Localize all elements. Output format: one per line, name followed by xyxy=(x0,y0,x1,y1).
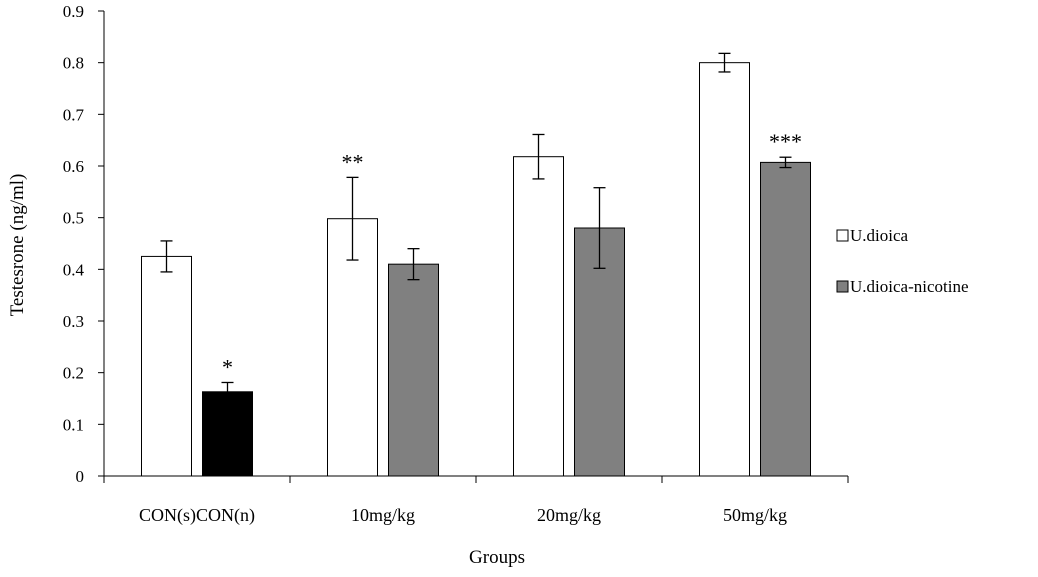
y-tick-label: 0 xyxy=(76,467,85,486)
y-tick-label: 0.2 xyxy=(63,364,84,383)
y-axis: 0 0.1 0.2 0.3 0.4 0.5 0.6 0.7 0.8 0.9 xyxy=(63,2,105,486)
x-category-label: 20mg/kg xyxy=(537,505,601,525)
error-bars xyxy=(160,52,792,402)
legend-label: U.dioica-nicotine xyxy=(850,277,969,296)
bar xyxy=(574,227,625,477)
significance-marker: * xyxy=(222,354,233,379)
bar xyxy=(699,62,750,477)
y-tick-label: 0.1 xyxy=(63,415,84,434)
legend-label: U.dioica xyxy=(850,226,909,245)
bar xyxy=(760,161,811,477)
y-tick-label: 0.3 xyxy=(63,312,84,331)
legend-swatch xyxy=(836,229,849,242)
bar xyxy=(388,263,439,477)
y-tick-label: 0.7 xyxy=(63,105,85,124)
y-tick-label: 0.9 xyxy=(63,2,84,21)
y-axis-label: Testesrone (ng/ml) xyxy=(7,174,28,317)
x-axis: CON(s)CON(n) 10mg/kg 20mg/kg 50mg/kg xyxy=(103,475,849,526)
y-tick-label: 0.6 xyxy=(63,157,84,176)
bar xyxy=(141,255,192,477)
bars xyxy=(141,62,811,477)
x-category-label: 10mg/kg xyxy=(351,505,415,525)
significance-markers: ****** xyxy=(222,129,802,379)
significance-marker: ** xyxy=(342,149,364,174)
x-axis-label: Groups xyxy=(469,547,525,568)
bar xyxy=(327,218,378,477)
legend: U.dioica U.dioica-nicotine xyxy=(836,226,969,296)
significance-marker: *** xyxy=(769,129,802,154)
y-tick-label: 0.5 xyxy=(63,209,84,228)
bar xyxy=(202,391,253,477)
legend-swatch xyxy=(836,280,849,293)
x-category-label: 50mg/kg xyxy=(723,505,787,525)
y-tick-label: 0.4 xyxy=(63,260,85,279)
bar xyxy=(513,156,564,477)
y-tick-label: 0.8 xyxy=(63,54,84,73)
x-category-label: CON(s)CON(n) xyxy=(139,505,255,526)
